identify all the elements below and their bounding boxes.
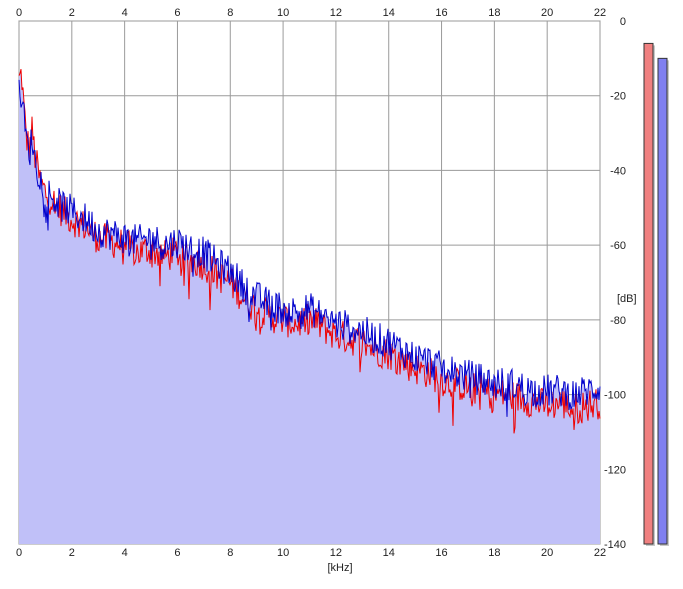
y-tick-label: -140 bbox=[604, 539, 626, 551]
x-tick-label-bottom: 10 bbox=[277, 547, 289, 559]
x-tick-label-bottom: 14 bbox=[383, 547, 395, 559]
x-tick-label-top: 12 bbox=[330, 7, 342, 19]
y-tick-label: -40 bbox=[610, 165, 626, 177]
series-line-1 bbox=[18, 68, 601, 434]
level-meter-1 bbox=[643, 42, 654, 545]
x-ticks-bottom: 0 2 4 6 8 10 12 14 16 18 20 22 bbox=[16, 547, 606, 559]
y-ticks: 0 -20 -40 -60 -80 -100 -120 -140 bbox=[604, 16, 626, 551]
x-tick-label-bottom: 4 bbox=[122, 547, 128, 559]
y-tick-label: -100 bbox=[604, 390, 626, 402]
x-tick-label-top: 20 bbox=[541, 7, 553, 19]
x-tick-label-top: 6 bbox=[174, 7, 180, 19]
x-tick-label-top: 18 bbox=[488, 7, 500, 19]
x-tick-label-top: 14 bbox=[383, 7, 395, 19]
x-tick-label-bottom: 16 bbox=[435, 547, 447, 559]
x-tick-label-top: 0 bbox=[16, 7, 22, 19]
x-tick-label-top: 10 bbox=[277, 7, 289, 19]
series-line-2 bbox=[18, 79, 601, 417]
x-tick-label-top: 8 bbox=[227, 7, 233, 19]
x-tick-label-bottom: 18 bbox=[488, 547, 500, 559]
level-meter-2 bbox=[657, 57, 668, 545]
y-tick-label: -80 bbox=[610, 315, 626, 327]
x-ticks-top: 0 2 4 6 8 10 12 14 16 18 20 22 bbox=[16, 7, 606, 19]
level-meters bbox=[643, 42, 669, 547]
x-tick-label-bottom: 2 bbox=[69, 547, 75, 559]
y-tick-label: -60 bbox=[610, 240, 626, 252]
x-tick-label-bottom: 6 bbox=[174, 547, 180, 559]
spectrum-fill bbox=[19, 69, 600, 544]
x-axis-label: [kHz] bbox=[327, 562, 352, 574]
x-tick-label-bottom: 8 bbox=[227, 547, 233, 559]
series-layer bbox=[18, 68, 601, 434]
x-tick-label-top: 16 bbox=[435, 7, 447, 19]
y-tick-label: -20 bbox=[610, 91, 626, 103]
y-axis-label: [dB] bbox=[617, 293, 637, 305]
y-tick-label: -120 bbox=[604, 464, 626, 476]
x-tick-label-top: 22 bbox=[594, 7, 606, 19]
x-tick-label-top: 4 bbox=[122, 7, 128, 19]
x-tick-label-top: 2 bbox=[69, 7, 75, 19]
x-tick-label-bottom: 22 bbox=[594, 547, 606, 559]
x-tick-label-bottom: 20 bbox=[541, 547, 553, 559]
x-tick-label-bottom: 12 bbox=[330, 547, 342, 559]
y-tick-label: 0 bbox=[620, 16, 626, 28]
x-tick-label-bottom: 0 bbox=[16, 547, 22, 559]
spectrum-area bbox=[19, 69, 600, 544]
